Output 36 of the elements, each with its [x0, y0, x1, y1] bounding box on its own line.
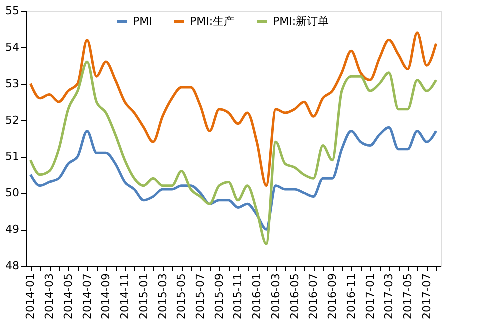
x-tick-label: 2016-09 — [326, 274, 340, 320]
x-tick-label: 2015-01 — [137, 274, 150, 320]
x-tick-label: 2016-03 — [269, 274, 282, 320]
y-tick-label: 53 — [6, 77, 20, 90]
y-tick-label: 49 — [6, 223, 20, 236]
x-tick-label: 2015-11 — [232, 274, 245, 320]
x-tick-label: 2017-07 — [420, 274, 434, 320]
legend-label: PMI:新订单 — [273, 14, 330, 28]
y-tick-label: 50 — [6, 186, 20, 200]
y-tick-label: 52 — [6, 114, 20, 127]
x-tick-label: 2017-03 — [382, 274, 396, 320]
line-series — [29, 32, 438, 188]
legend-label: PMI:生产 — [190, 14, 236, 28]
x-tick-label: 2014-07 — [80, 274, 94, 320]
y-tick-label: 48 — [6, 260, 20, 272]
x-tick-label: 2017-01 — [364, 274, 377, 320]
x-tick-label: 2017-05 — [401, 274, 414, 320]
x-tick-label: 2016-05 — [288, 274, 302, 320]
y-tick-label: 54 — [6, 40, 20, 54]
x-tick-label: 2016-11 — [344, 274, 358, 320]
x-tick-label: 2015-09 — [212, 274, 226, 320]
y-tick-label: 51 — [6, 150, 20, 164]
x-tick-label: 2016-01 — [250, 274, 264, 320]
y-tick-label: 55 — [6, 4, 20, 18]
x-tick-label: 2015-05 — [175, 274, 188, 320]
x-tick-label: 2014-05 — [62, 274, 75, 320]
legend-label: PMI — [133, 14, 152, 28]
x-tick-label: 2014-01 — [24, 274, 38, 320]
x-tick-label: 2014-03 — [43, 274, 56, 320]
x-tick-label: 2014-11 — [118, 274, 132, 320]
x-tick-label: 2014-09 — [100, 274, 113, 320]
x-tick-label: 2015-03 — [156, 274, 170, 320]
line-series — [29, 126, 438, 231]
line-series — [29, 60, 438, 246]
x-tick-label: 2016-07 — [307, 274, 320, 320]
x-tick-label: 2015-07 — [194, 274, 207, 320]
